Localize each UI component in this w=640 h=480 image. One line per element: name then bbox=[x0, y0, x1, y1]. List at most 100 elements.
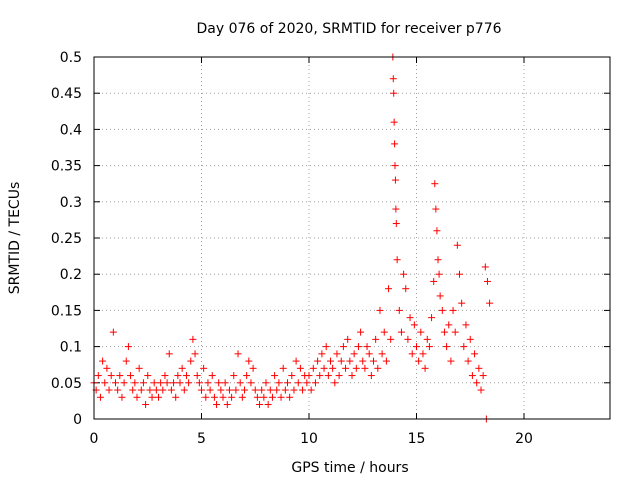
data-point bbox=[296, 364, 304, 372]
y-tick-label: 0.5 bbox=[60, 50, 82, 66]
data-point bbox=[419, 350, 427, 358]
data-point bbox=[372, 335, 380, 343]
data-point bbox=[185, 379, 193, 387]
data-point bbox=[324, 372, 332, 380]
data-point bbox=[331, 379, 339, 387]
data-point bbox=[206, 386, 214, 394]
data-point bbox=[139, 379, 147, 387]
data-point bbox=[483, 277, 491, 285]
data-point bbox=[279, 364, 287, 372]
data-point bbox=[105, 386, 113, 394]
y-axis-label: SRMTID / TECUs bbox=[7, 182, 23, 295]
data-point bbox=[385, 285, 393, 293]
data-point bbox=[101, 379, 109, 387]
data-point bbox=[309, 364, 317, 372]
data-point bbox=[303, 379, 311, 387]
data-point bbox=[406, 314, 414, 322]
data-point bbox=[333, 350, 341, 358]
data-point bbox=[180, 386, 188, 394]
x-axis-label: GPS time / hours bbox=[291, 460, 408, 476]
data-point bbox=[193, 372, 201, 380]
data-point bbox=[378, 350, 386, 358]
data-point bbox=[112, 379, 119, 387]
data-point bbox=[458, 299, 466, 307]
data-point bbox=[107, 372, 115, 380]
data-point bbox=[94, 372, 102, 380]
data-point bbox=[241, 386, 248, 394]
data-point bbox=[322, 343, 330, 351]
data-point bbox=[473, 379, 481, 387]
data-point bbox=[215, 379, 223, 387]
data-point bbox=[363, 343, 371, 351]
data-point bbox=[243, 372, 251, 380]
data-point bbox=[266, 386, 274, 394]
data-point bbox=[299, 386, 307, 394]
y-tick-label: 0.45 bbox=[51, 86, 82, 102]
data-point bbox=[109, 328, 117, 336]
grid-lines bbox=[94, 57, 610, 419]
data-point bbox=[122, 357, 130, 365]
data-point bbox=[221, 379, 229, 387]
data-point bbox=[189, 335, 197, 343]
data-point bbox=[247, 379, 255, 387]
data-point bbox=[350, 350, 358, 358]
data-point bbox=[438, 306, 446, 314]
data-point bbox=[359, 357, 367, 365]
data-point bbox=[204, 379, 212, 387]
data-point bbox=[464, 357, 472, 365]
data-point bbox=[479, 372, 487, 380]
x-tick-label: 5 bbox=[197, 431, 206, 447]
data-point bbox=[284, 379, 291, 387]
data-point bbox=[475, 364, 483, 372]
data-point bbox=[460, 343, 468, 351]
data-point bbox=[236, 379, 244, 387]
y-tick-labels: 0 0.05 0.1 0.15 0.2 0.25 0.3 0.35 0.4 0.45 0.5 bbox=[51, 50, 82, 428]
data-point bbox=[271, 372, 279, 380]
data-point bbox=[352, 364, 360, 372]
data-point bbox=[440, 328, 448, 336]
data-point bbox=[307, 386, 315, 394]
data-point bbox=[137, 386, 145, 394]
data-point bbox=[161, 372, 169, 380]
data-point bbox=[251, 386, 259, 394]
data-point bbox=[344, 335, 352, 343]
data-point bbox=[152, 386, 160, 394]
data-point bbox=[129, 386, 137, 394]
data-point bbox=[423, 335, 431, 343]
data-point bbox=[273, 386, 281, 394]
data-point bbox=[124, 343, 132, 351]
data-points bbox=[90, 53, 494, 423]
data-point bbox=[210, 393, 218, 401]
y-tick-label: 0.3 bbox=[60, 195, 82, 211]
data-point bbox=[468, 372, 476, 380]
data-point bbox=[329, 364, 337, 372]
data-point bbox=[116, 372, 124, 380]
data-point bbox=[339, 343, 347, 351]
data-point bbox=[376, 306, 384, 314]
data-point bbox=[425, 343, 433, 351]
data-point bbox=[374, 364, 382, 372]
data-point bbox=[170, 379, 178, 387]
data-point bbox=[144, 372, 152, 380]
data-point bbox=[382, 357, 390, 365]
y-tick-label: 0.15 bbox=[51, 303, 82, 319]
data-point bbox=[275, 379, 283, 387]
data-point bbox=[413, 343, 420, 351]
x-tick-label: 20 bbox=[515, 431, 533, 447]
data-point bbox=[318, 350, 326, 358]
data-point bbox=[456, 270, 463, 278]
data-point bbox=[176, 379, 184, 387]
data-point bbox=[178, 364, 186, 372]
data-point bbox=[96, 393, 104, 401]
y-tick-label: 0.25 bbox=[51, 231, 82, 247]
data-point bbox=[337, 357, 345, 365]
data-point bbox=[294, 379, 302, 387]
data-point bbox=[142, 401, 150, 409]
data-point bbox=[230, 372, 238, 380]
data-point bbox=[99, 357, 107, 365]
data-point bbox=[191, 350, 199, 358]
data-point bbox=[415, 357, 423, 365]
data-point bbox=[223, 401, 231, 409]
data-point bbox=[260, 393, 268, 401]
